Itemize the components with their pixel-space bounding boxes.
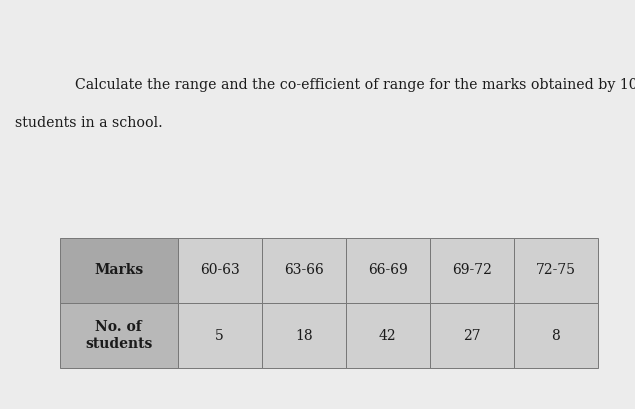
- Bar: [262, 303, 346, 368]
- Bar: [60, 238, 178, 303]
- Bar: [60, 303, 178, 368]
- Text: 5: 5: [215, 328, 224, 342]
- Text: students in a school.: students in a school.: [15, 116, 163, 130]
- Bar: [430, 238, 514, 303]
- Text: 18: 18: [295, 328, 312, 342]
- Text: 42: 42: [379, 328, 397, 342]
- Bar: [262, 238, 346, 303]
- Bar: [178, 303, 262, 368]
- Text: 72-75: 72-75: [536, 263, 576, 277]
- Text: Calculate the range and the co-efficient of range for the marks obtained by 100: Calculate the range and the co-efficient…: [75, 78, 635, 92]
- Text: 66-69: 66-69: [368, 263, 408, 277]
- Text: 69-72: 69-72: [452, 263, 492, 277]
- Bar: [514, 303, 598, 368]
- Text: 8: 8: [552, 328, 560, 342]
- Text: No. of
students: No. of students: [85, 320, 152, 351]
- Text: 63-66: 63-66: [284, 263, 324, 277]
- Text: 60-63: 60-63: [200, 263, 239, 277]
- Bar: [346, 303, 430, 368]
- Bar: [514, 238, 598, 303]
- Bar: [346, 238, 430, 303]
- Bar: [178, 238, 262, 303]
- Text: Marks: Marks: [94, 263, 144, 277]
- Text: 27: 27: [463, 328, 481, 342]
- Bar: [430, 303, 514, 368]
